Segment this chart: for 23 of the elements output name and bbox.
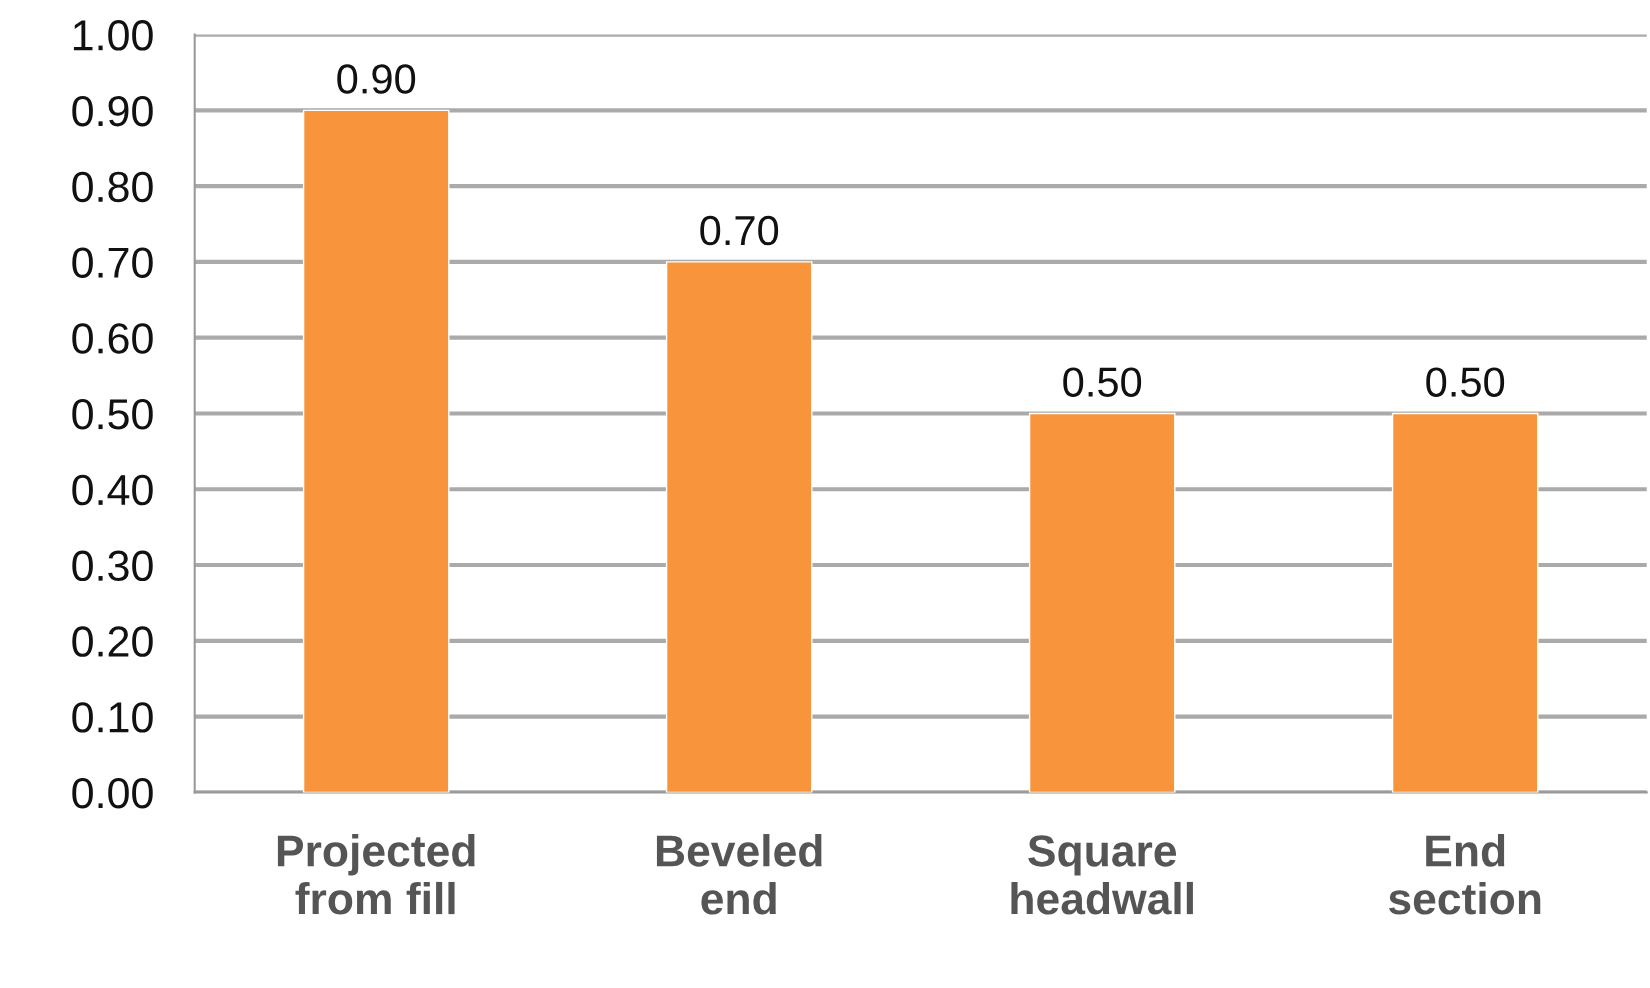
x-tick-label: Square headwall bbox=[1011, 835, 1193, 915]
y-tick-label: 0.00 bbox=[72, 777, 153, 809]
y-tick-label: 0.20 bbox=[72, 626, 153, 657]
data-label: 0.70 bbox=[700, 215, 779, 246]
y-tick-label: 0.90 bbox=[72, 95, 153, 127]
y-tick-label: 0.50 bbox=[72, 399, 153, 430]
data-label: 0.90 bbox=[337, 64, 416, 94]
bar bbox=[1028, 412, 1176, 793]
x-tick-label: End section bbox=[1388, 834, 1541, 915]
x-tick-label: Projected from fill bbox=[277, 834, 475, 915]
bar bbox=[302, 109, 450, 793]
y-tick-label: 0.30 bbox=[72, 550, 153, 582]
y-tick-label: 0.10 bbox=[72, 702, 153, 733]
y-tick-label: 0.80 bbox=[72, 171, 153, 203]
bar bbox=[665, 261, 813, 793]
y-tick-label: 0.60 bbox=[72, 323, 153, 354]
y-tick-label: 1.00 bbox=[73, 20, 153, 51]
x-tick-label: Beveled end bbox=[656, 834, 822, 915]
data-label: 0.50 bbox=[1426, 367, 1505, 397]
data-label: 0.50 bbox=[1063, 367, 1142, 397]
bar bbox=[1391, 412, 1539, 793]
y-tick-label: 0.70 bbox=[72, 247, 153, 278]
y-tick-label: 0.40 bbox=[72, 474, 153, 506]
